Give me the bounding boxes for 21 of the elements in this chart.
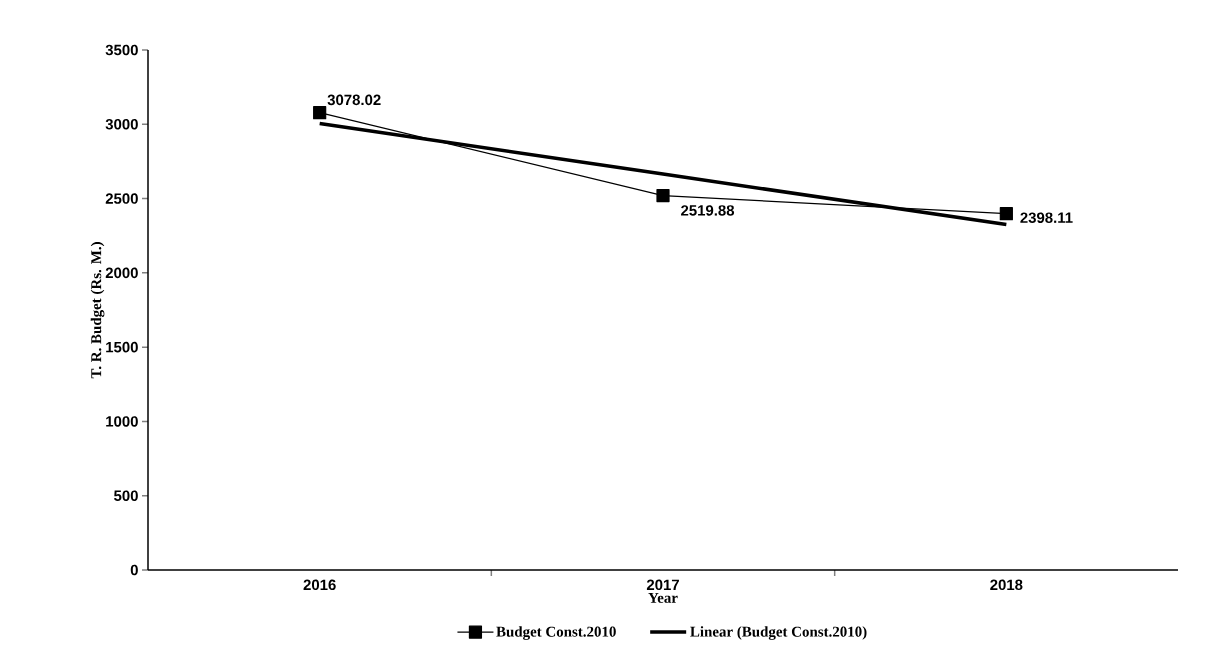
point	[313, 106, 327, 120]
point	[656, 189, 670, 203]
data-label: 3078.02	[327, 94, 381, 106]
x-tick-label: 2018	[990, 579, 1023, 591]
y-tick-label: 1000	[106, 416, 138, 427]
y-tick-label: 500	[114, 490, 138, 501]
y-tick-label: 2000	[105, 267, 138, 279]
y-tick-label: 3500	[105, 44, 138, 56]
x-axis-title: Year	[648, 592, 678, 603]
x-tick-label: 2016	[303, 579, 336, 591]
data-label: 2398.11	[1020, 212, 1073, 224]
y-tick-label: 1500	[106, 341, 138, 353]
data-label: 2519.88	[681, 205, 735, 216]
x-tick-label: 2017	[646, 579, 679, 591]
legend-label: Linear (Budget Const.2010)	[690, 626, 867, 640]
y-tick-label: 3000	[105, 118, 138, 130]
point	[999, 207, 1013, 221]
legend-label: Budget Const.2010	[496, 626, 616, 640]
y-tick-label: 0	[130, 564, 138, 576]
y-axis-title: T. R. Budget (Rs. M.)	[90, 242, 105, 379]
y-tick-label: 2500	[105, 193, 138, 204]
